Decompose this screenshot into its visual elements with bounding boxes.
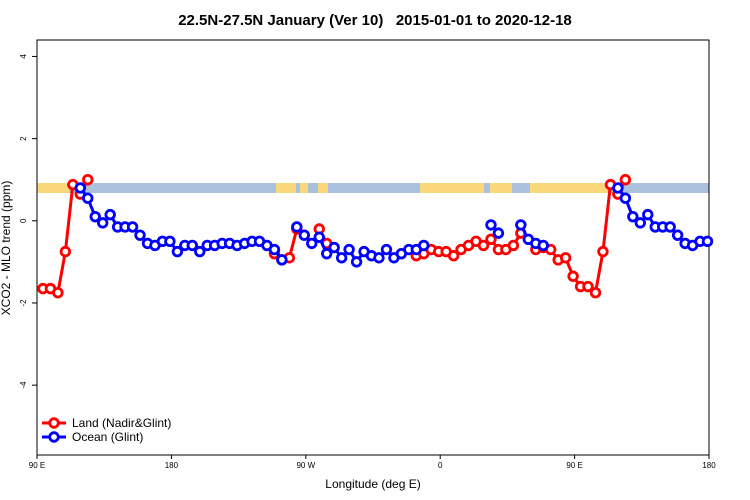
land-strip [420, 183, 484, 193]
x-tick-label: 90 W [296, 461, 315, 470]
land-strip [37, 183, 69, 193]
data-point [52, 286, 64, 299]
data-point [701, 235, 714, 248]
x-tick-label: 90 E [29, 461, 45, 470]
legend-marker [48, 431, 60, 443]
data-point [582, 280, 594, 293]
data-point [485, 219, 497, 231]
data-point [671, 229, 684, 241]
x-axis-label: Longitude (deg E) [325, 477, 420, 491]
data-point [306, 237, 318, 250]
x-tick-label: 180 [165, 461, 179, 470]
data-point [134, 229, 146, 241]
data-point [380, 243, 393, 256]
data-point [82, 192, 94, 204]
data-point [664, 221, 676, 233]
data-point [418, 239, 430, 252]
data-point [343, 243, 355, 256]
data-point [186, 239, 199, 252]
data-point [485, 233, 497, 245]
plot-frame [36, 39, 710, 456]
legend-marker [48, 417, 60, 429]
data-point [74, 182, 87, 194]
data-point [642, 208, 654, 221]
y-tick-label: 0 [19, 218, 28, 223]
land-strip [318, 183, 328, 193]
data-point [194, 245, 206, 258]
data-point [321, 247, 333, 260]
data-point [537, 239, 549, 252]
ocean-strip [37, 183, 709, 193]
data-point [589, 286, 602, 299]
y-tick-label: -2 [19, 299, 28, 307]
y-axis-label: XCO2 - MLO trend (ppm) [0, 181, 13, 316]
y-tick-label: -4 [19, 381, 28, 389]
chart-title: 22.5N-27.5N January (Ver 10) 2015-01-01 … [178, 12, 572, 29]
data-point [597, 245, 609, 258]
data-point [171, 245, 184, 258]
land-strip [276, 183, 296, 193]
map-strip [37, 183, 709, 193]
data-point [619, 174, 632, 186]
data-point [268, 243, 281, 256]
data-point [634, 217, 647, 229]
data-point [567, 270, 579, 282]
data-point [559, 252, 572, 264]
legend-label: Land (Nadir&Glint) [72, 416, 171, 430]
data-point [515, 219, 527, 231]
data-point [89, 210, 101, 223]
y-tick-label: 2 [19, 136, 28, 141]
data-point [59, 245, 72, 258]
data-point [104, 208, 116, 221]
data-point [313, 231, 325, 243]
data-point [492, 227, 505, 239]
land-strip [530, 183, 608, 193]
series-line [42, 179, 627, 296]
data-point [619, 192, 632, 204]
data-point [276, 254, 288, 266]
data-point [126, 221, 139, 233]
land-strip [300, 183, 308, 193]
data-point [97, 217, 109, 229]
data-point [350, 256, 363, 268]
data-point [447, 250, 460, 262]
y-tick-label: 4 [19, 54, 28, 59]
x-tick-label: 180 [702, 461, 716, 470]
x-tick-label: 0 [438, 461, 443, 470]
data-point [627, 210, 639, 223]
legend-label: Ocean (Glint) [72, 430, 143, 444]
data-point [291, 221, 303, 233]
data-point [82, 174, 94, 186]
data-point [507, 239, 520, 252]
data-point [164, 235, 176, 248]
data-point [477, 239, 490, 252]
x-tick-label: 90 E [566, 461, 582, 470]
land-strip [490, 183, 512, 193]
data-point [612, 182, 624, 194]
data-point [298, 229, 311, 241]
data-point [328, 241, 340, 254]
data-point [335, 252, 348, 264]
data-point [373, 252, 385, 264]
